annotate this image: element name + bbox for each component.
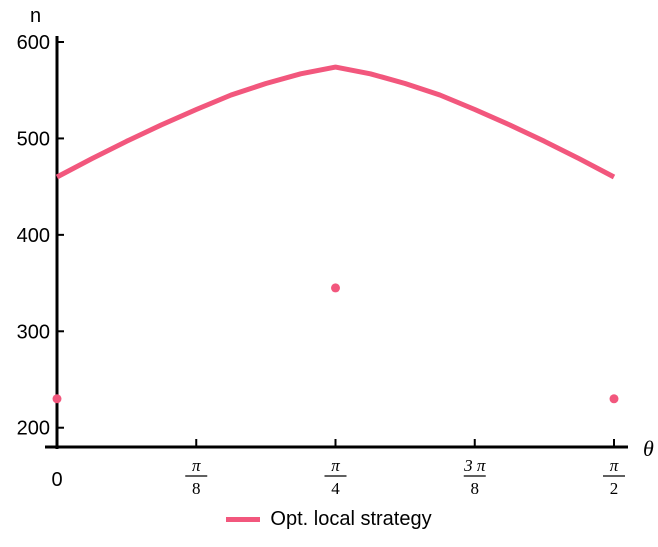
y-tick-label: 500 [17,128,50,150]
chart-marks [52,64,619,404]
y-tick-label: 600 [17,32,50,54]
y-axis-title: n [30,5,41,27]
x-tick-label-denominator: 8 [471,479,480,498]
y-tick-label: 400 [17,225,50,247]
y-tick-label: 200 [17,418,50,440]
x-tick-label-denominator: 8 [192,479,201,498]
x-tick-label-denominator: 2 [610,479,619,498]
chart: 200 300 400 500 600 0 π 8 π 4 3 π 8 π 2 n θ [17,5,654,498]
series-line [55,64,616,180]
legend: Opt. local strategy [0,508,658,531]
legend-swatch [226,517,261,522]
data-point [331,283,340,293]
y-tick-label: 300 [17,321,50,343]
x-tick-label-denominator: 4 [331,479,340,498]
x-tick-label-numerator: π [610,456,619,475]
x-tick-label-numerator: π [331,456,340,475]
data-point [609,394,619,404]
legend-label: Opt. local strategy [270,508,432,530]
x-tick-label-numerator: π [192,456,201,475]
x-tick-label: 0 [51,469,62,491]
axes: 200 300 400 500 600 0 π 8 π 4 3 π 8 π 2 n θ [17,5,654,498]
x-axis-title: θ [643,436,654,461]
data-point [52,394,62,404]
x-tick-label-numerator: 3 π [463,456,486,475]
